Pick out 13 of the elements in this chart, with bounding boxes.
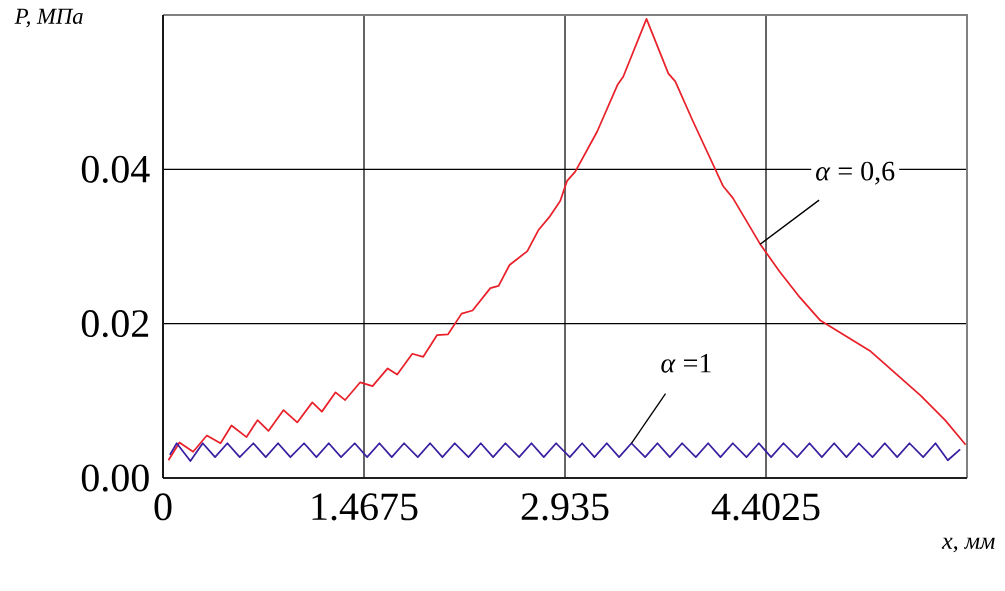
annotation: α =1 xyxy=(661,353,711,373)
line-series xyxy=(168,442,962,462)
x-tick-label: 1.4675 xyxy=(312,493,418,521)
y-tick-label: 0.02 xyxy=(81,310,149,338)
y-tick-label: 0.00 xyxy=(81,464,149,492)
x-tick-label: 2.935 xyxy=(521,493,609,521)
annotation: α = 0,6 xyxy=(816,161,895,185)
y-tick-label: 0.04 xyxy=(81,155,150,183)
y-axis-title: P, МПа xyxy=(14,8,83,28)
x-tick-label: 4.4025 xyxy=(711,493,820,521)
x-tick-label: 0 xyxy=(154,493,172,521)
line-series xyxy=(167,17,967,462)
x-axis-title: x, мм xyxy=(941,537,995,553)
